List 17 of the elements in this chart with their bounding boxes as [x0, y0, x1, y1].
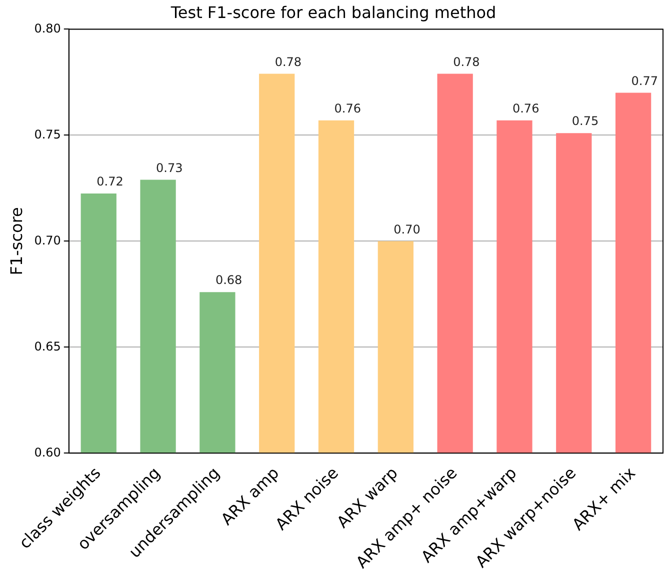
data-label: 0.68 [215, 273, 242, 288]
data-label: 0.76 [512, 101, 540, 116]
data-label: 0.77 [631, 74, 658, 88]
y-tick-label: 0.70 [34, 233, 61, 248]
data-label: 0.76 [334, 101, 361, 116]
y-tick-label: 0.75 [34, 127, 61, 142]
data-label: 0.72 [96, 174, 124, 189]
y-tick-label: 0.60 [34, 445, 61, 460]
y-tick-label: 0.65 [34, 339, 61, 354]
data-label: 0.75 [572, 114, 599, 128]
data-label: 0.70 [394, 222, 420, 236]
data-label: 0.78 [453, 54, 480, 69]
y-tick-label: 0.80 [34, 21, 61, 36]
data-label: 0.73 [156, 160, 183, 175]
y-axis-title: F1-score [6, 207, 26, 276]
chart-title: Test F1-score for each balancing method [170, 2, 496, 22]
data-label: 0.78 [274, 54, 302, 69]
